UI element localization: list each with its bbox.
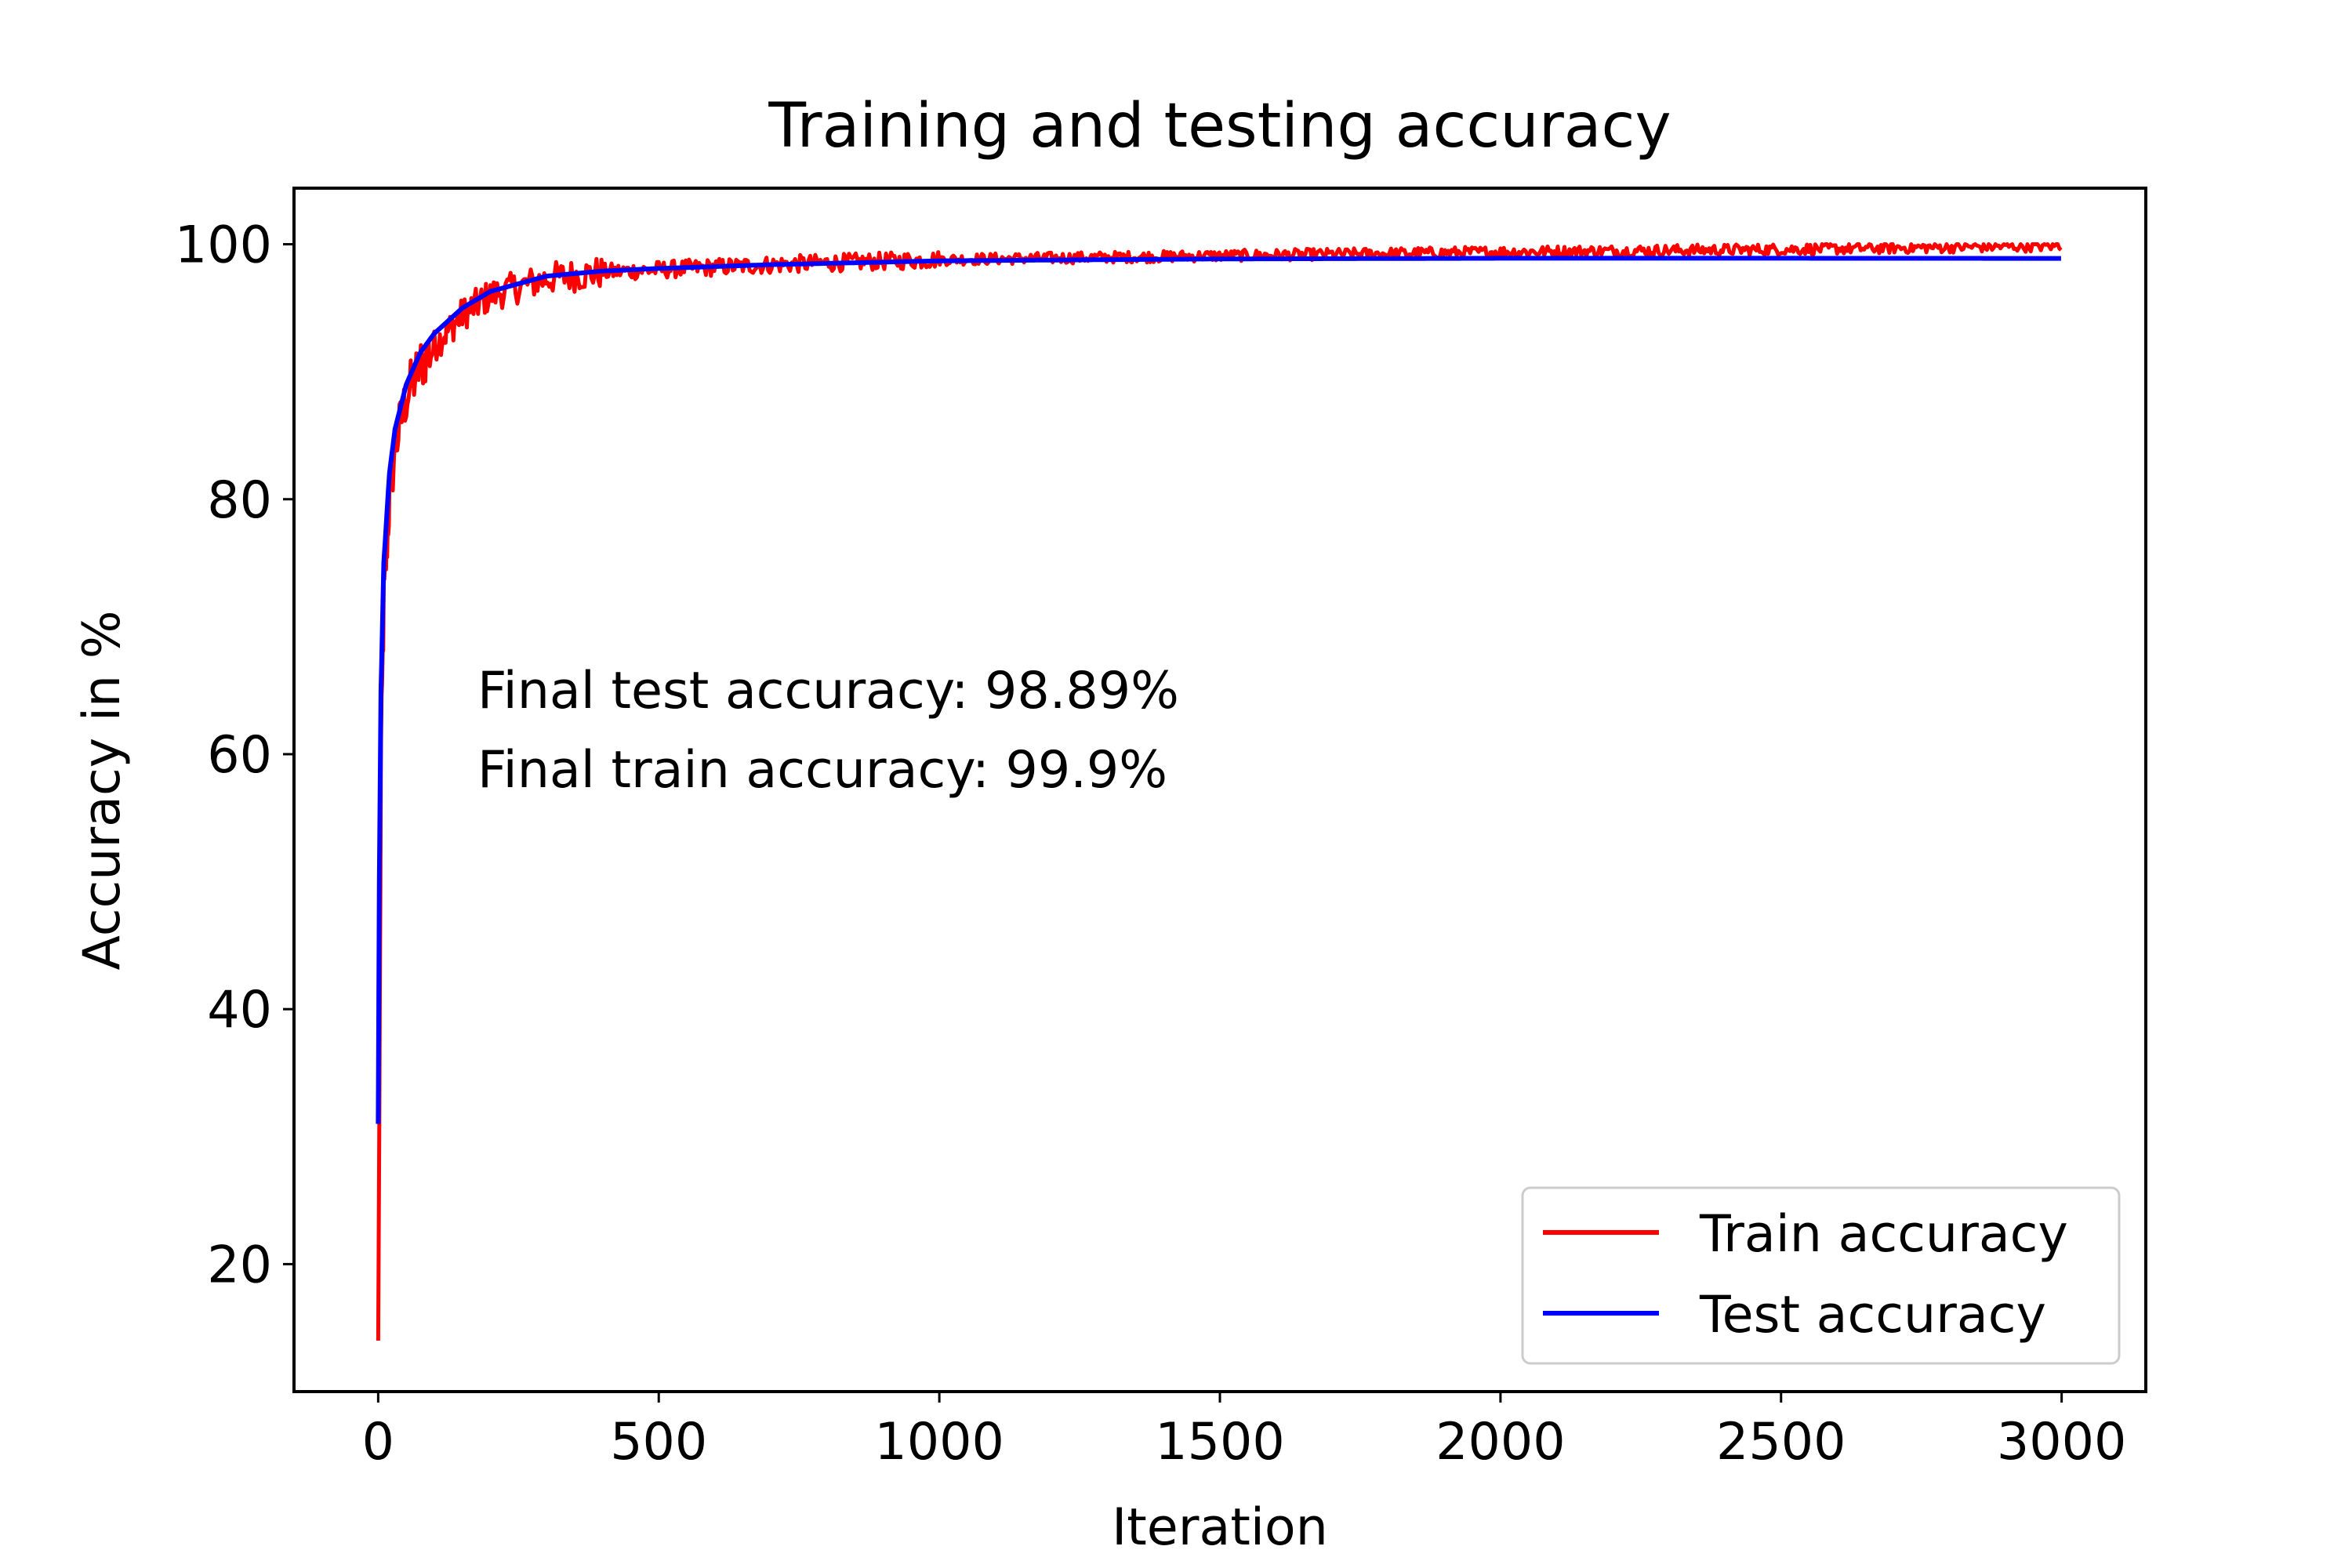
y-axis-label: Accuracy in %: [73, 610, 132, 970]
legend-box: [1521, 1186, 2121, 1365]
series-line-train: [376, 242, 2063, 1341]
x-tick-label: 1500: [1155, 1413, 1284, 1472]
x-tick-label: 500: [610, 1413, 707, 1472]
annotation-final-test: Final test accuracy: 98.89%: [477, 662, 1179, 720]
y-tick-label: 80: [207, 471, 272, 530]
x-tick-label: 2000: [1436, 1413, 1565, 1472]
x-tick-label: 0: [362, 1413, 394, 1472]
x-tick-label: 2500: [1716, 1413, 1846, 1472]
series-line-test: [376, 256, 2062, 1124]
y-tick-label: 100: [175, 216, 272, 275]
annotation-final-train: Final train accuracy: 99.9%: [477, 741, 1167, 800]
x-axis-ticks: 0 500 1000 1500 2000 2500 3000: [362, 1392, 2126, 1472]
chart-title: Training and testing accuracy: [768, 91, 1671, 162]
plot-frame: [292, 187, 2147, 1393]
x-tick-label: 3000: [1997, 1413, 2126, 1472]
y-tick-label: 60: [207, 726, 272, 785]
series-layer: [376, 242, 2063, 1341]
x-tick-label: 1000: [874, 1413, 1004, 1472]
y-axis-ticks: 20 40 60 80 100: [175, 216, 294, 1294]
y-tick-label: 20: [207, 1236, 272, 1294]
legend: Train accuracy Test accuracy: [1521, 1186, 2121, 1365]
legend-label-train: Train accuracy: [1699, 1205, 2068, 1264]
legend-label-test: Test accuracy: [1699, 1286, 2046, 1345]
x-axis-label: Iteration: [1112, 1498, 1328, 1557]
y-tick-label: 40: [207, 981, 272, 1040]
